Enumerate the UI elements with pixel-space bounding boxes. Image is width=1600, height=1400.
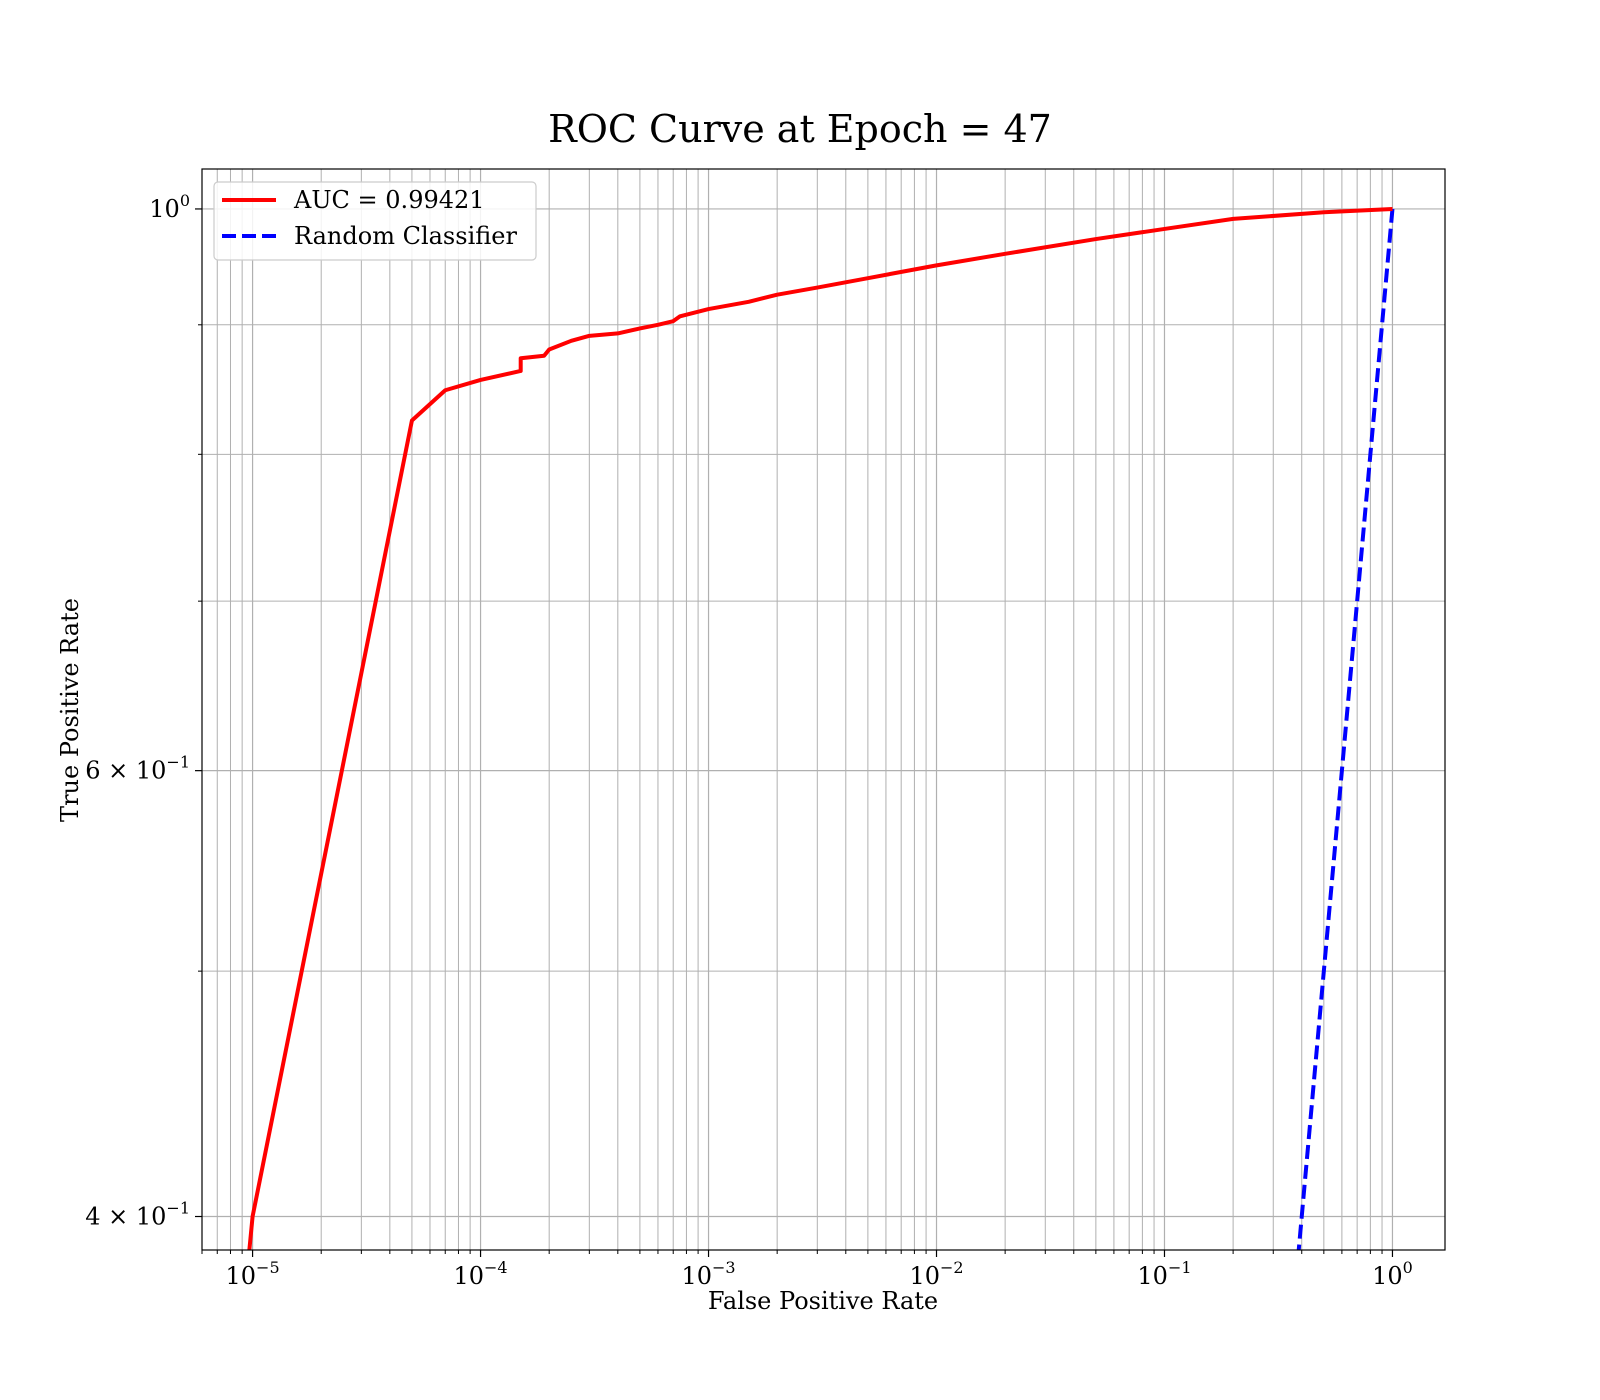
- legend-box: [213, 181, 537, 261]
- y-axis-label: True Positive Rate: [56, 598, 84, 822]
- minor-grid: [201, 169, 1445, 1250]
- x-tick-label: 10−4: [453, 1258, 507, 1290]
- x-axis-label: False Positive Rate: [708, 1287, 938, 1315]
- chart-title: ROC Curve at Epoch = 47: [548, 107, 1052, 151]
- y-tick-label: 6 × 10−1: [85, 753, 190, 785]
- x-tick-label: 10−3: [681, 1258, 735, 1290]
- random-classifier-line: [1296, 208, 1395, 1250]
- plot-lines: [247, 206, 1395, 1250]
- legend-label-random: Random Classifier: [294, 222, 517, 250]
- x-tick-labels: 10−5 10−4 10−3 10−2 10−1 100: [226, 1258, 1413, 1290]
- roc-curve-line: [247, 206, 1393, 1250]
- y-tick-label: 4 × 10−1: [85, 1199, 190, 1231]
- major-grid: [202, 169, 1445, 1250]
- legend: AUC = 0.99421 Random Classifier: [213, 181, 537, 261]
- legend-label-auc: AUC = 0.99421: [293, 186, 485, 214]
- axis-ticks: [195, 208, 1394, 1257]
- x-tick-label: 10−1: [1137, 1258, 1191, 1290]
- y-tick-labels: 100 6 × 10−1 4 × 10−1: [85, 191, 190, 1231]
- y-tick-label: 100: [149, 191, 190, 223]
- x-tick-label: 100: [1372, 1258, 1413, 1290]
- x-tick-label: 10−2: [909, 1258, 963, 1290]
- x-tick-label: 10−5: [226, 1258, 280, 1290]
- plot-frame: [201, 168, 1446, 1251]
